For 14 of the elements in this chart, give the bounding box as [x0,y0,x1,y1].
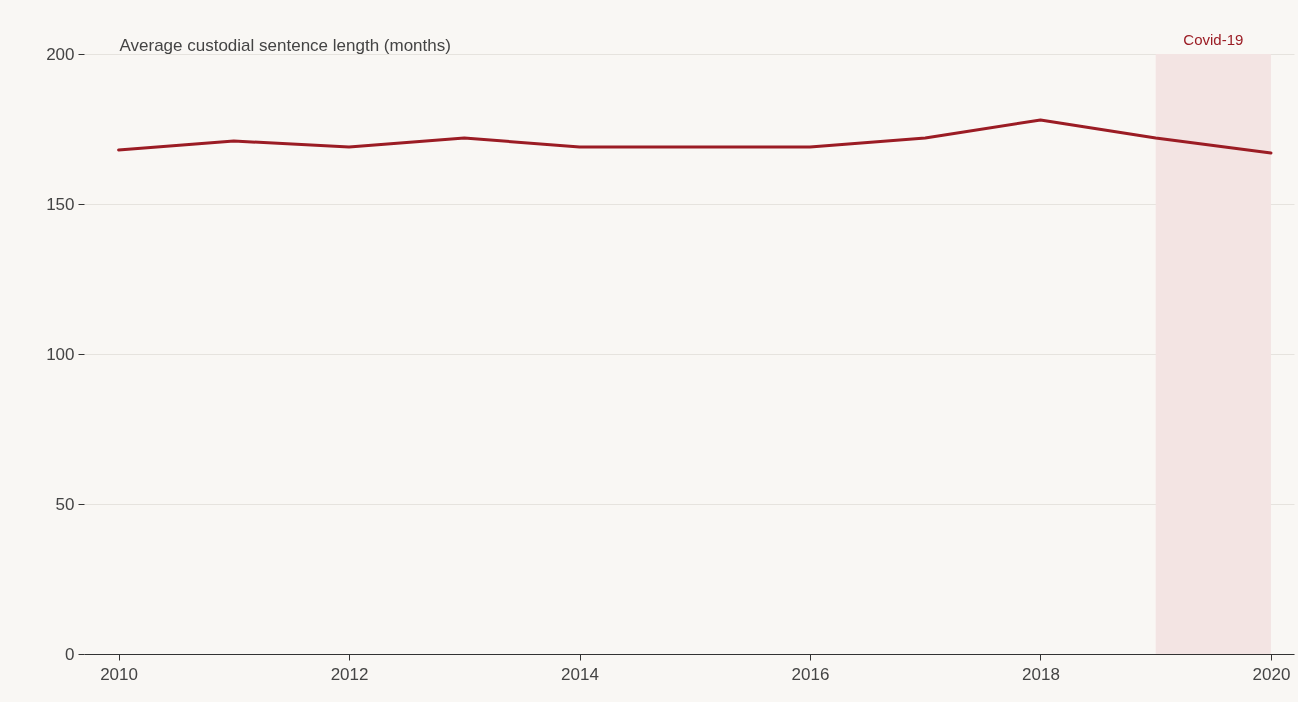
y-axis-title: Average custodial sentence length (months) [119,35,451,55]
x-tick-label: 2012 [330,664,369,684]
x-tick-label: 2018 [1022,664,1060,684]
y-tick-label: 0 [65,644,75,664]
line-series [117,118,1273,155]
y-tick-label: 50 [55,494,75,514]
x-tick-label: 2010 [100,664,138,684]
band-label: Covid-19 [1183,31,1244,48]
x-tick-label: 2016 [791,664,830,684]
y-tick-label: 150 [46,194,75,214]
x-tick-label: 2014 [561,664,599,684]
y-tick-label: 200 [46,44,75,64]
x-tick-label: 2020 [1252,664,1291,684]
y-tick-label: 100 [46,344,75,364]
